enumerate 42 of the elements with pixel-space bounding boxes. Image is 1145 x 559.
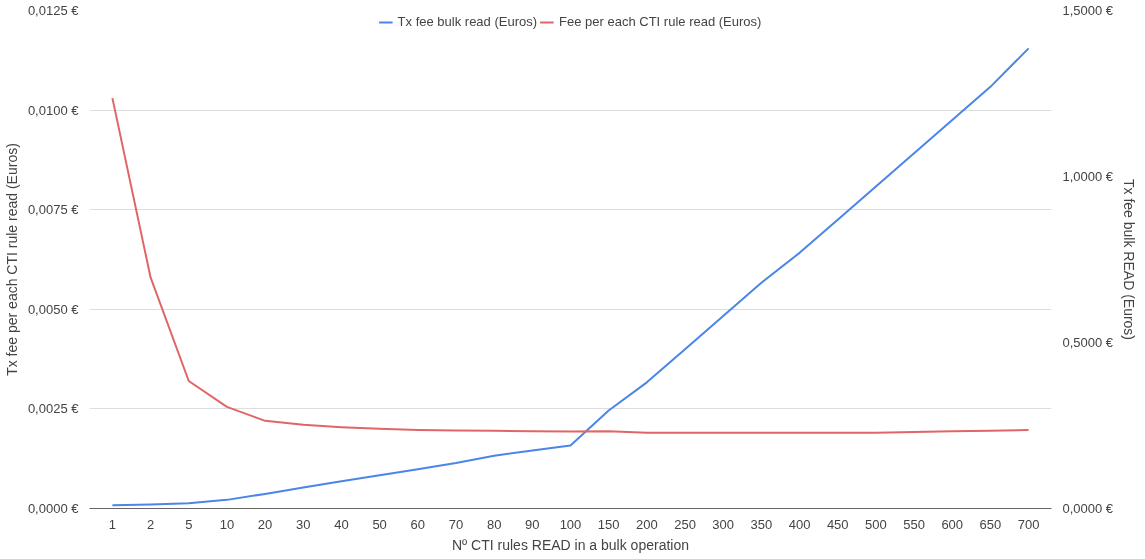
x-tick-label: 650 xyxy=(979,516,1002,532)
y2-axis-title: Tx fee bulk READ (Euros) xyxy=(1121,178,1138,341)
x-tick-label: 60 xyxy=(410,516,426,532)
y-tick-label: 0,0075 € xyxy=(27,202,80,218)
x-tick-label: 70 xyxy=(448,516,464,532)
x-tick-label: 90 xyxy=(525,516,540,532)
x-tick-label: 50 xyxy=(372,516,387,532)
y2-tick-label: 1,0000 € xyxy=(1062,169,1114,184)
y-axis-title: Tx fee per each CTI rule read (Euros) xyxy=(3,143,20,376)
x-tick-label: 550 xyxy=(903,516,925,532)
x-tick-label: 450 xyxy=(826,516,849,532)
x-tick-label: 200 xyxy=(636,516,658,532)
y2-tick-label: 0,5000 € xyxy=(1062,335,1114,350)
x-tick-label: 250 xyxy=(674,516,696,532)
x-tick-label: 300 xyxy=(712,516,735,532)
x-tick-label: 80 xyxy=(486,516,502,532)
x-tick-label: 400 xyxy=(788,516,811,532)
y-tick-label: 0,0050 € xyxy=(27,301,80,317)
x-tick-label: 5 xyxy=(185,516,193,532)
y-tick-label: 0,0025 € xyxy=(27,401,80,417)
x-tick-label: 20 xyxy=(257,516,273,532)
y-tick-label: 0,0125 € xyxy=(27,3,80,18)
x-tick-label: 1 xyxy=(108,516,117,532)
y-tick-label: 0,0100 € xyxy=(27,102,80,118)
x-tick-label: 100 xyxy=(559,516,582,532)
y2-tick-label: 0,0000 € xyxy=(1062,501,1114,516)
x-tick-label: 40 xyxy=(334,516,349,532)
legend-label: Fee per each CTI rule read (Euros) xyxy=(559,14,762,29)
y-tick-label: 0,0000 € xyxy=(27,501,80,516)
legend-label: Tx fee bulk read (Euros) xyxy=(397,14,538,29)
x-axis-title: Nº CTI rules READ in a bulk operation xyxy=(452,536,690,553)
x-tick-label: 700 xyxy=(1017,516,1040,532)
y2-tick-label: 1,5000 € xyxy=(1062,3,1114,18)
x-tick-label: 30 xyxy=(296,516,311,532)
x-tick-label: 350 xyxy=(750,516,773,532)
x-tick-label: 500 xyxy=(865,516,887,532)
x-tick-label: 2 xyxy=(146,516,155,532)
line-series xyxy=(111,47,1030,507)
line-series xyxy=(111,97,1030,434)
x-tick-label: 150 xyxy=(597,516,620,532)
x-tick-label: 600 xyxy=(941,516,964,532)
x-tick-label: 10 xyxy=(219,516,235,532)
